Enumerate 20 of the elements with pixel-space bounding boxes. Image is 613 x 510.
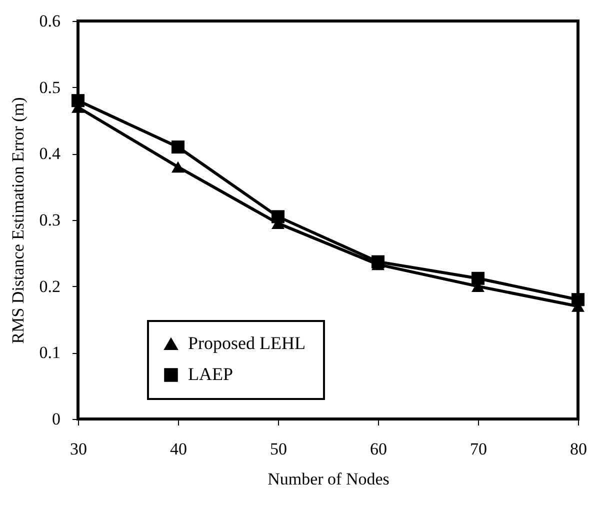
y-tick-label: 0.6: [39, 12, 60, 30]
y-tick-label: 0.4: [39, 144, 61, 164]
point: [471, 272, 485, 285]
point: [171, 140, 185, 154]
y-axis-title: RMS Distance Estimation Error (m): [8, 97, 28, 344]
x-tick-label: 70: [470, 440, 487, 458]
y-tick-label: 0.5: [39, 78, 60, 97]
y-tick-label: 0.1: [39, 343, 60, 362]
x-axis-title: Number of Nodes: [268, 470, 390, 488]
y-tick-label: 0.2: [39, 276, 60, 296]
legend-label: LAEP: [188, 364, 233, 384]
x-tick-label: 30: [70, 440, 87, 458]
legend-label: Proposed LEHL: [188, 333, 306, 353]
point: [171, 161, 185, 173]
y-tick-label: 0.3: [39, 210, 60, 230]
y-tick-label: 0: [52, 410, 60, 428]
x-tick-label: 50: [270, 440, 287, 458]
x-tick-label: 60: [370, 440, 387, 458]
x-tick-label: 80: [570, 440, 587, 458]
x-tick-label: 40: [170, 440, 187, 458]
